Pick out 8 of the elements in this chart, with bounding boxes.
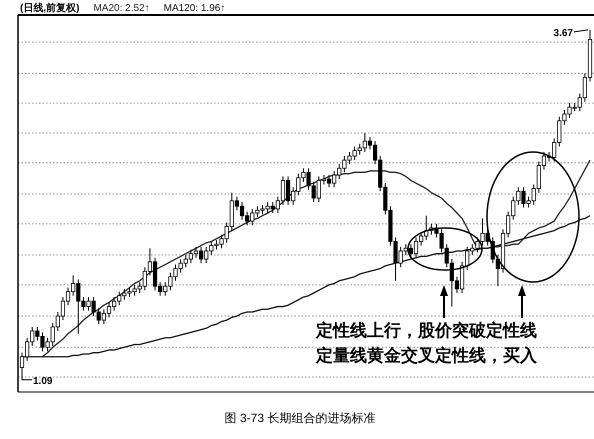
- annotation: 1.09: [33, 376, 53, 387]
- annotation: 定性线上行，股价突破定性线: [315, 321, 537, 340]
- text: MA20: 2.52↑: [93, 3, 150, 14]
- annotation: 3.67: [554, 28, 574, 39]
- chart-title: (日线,前复权): [20, 2, 80, 14]
- annotation: 定量线黄金交叉定性线，买入: [315, 346, 538, 365]
- caption: 图 3-73 长期组合的进场标准: [224, 411, 376, 425]
- text: MA120: 1.96↑: [164, 3, 226, 14]
